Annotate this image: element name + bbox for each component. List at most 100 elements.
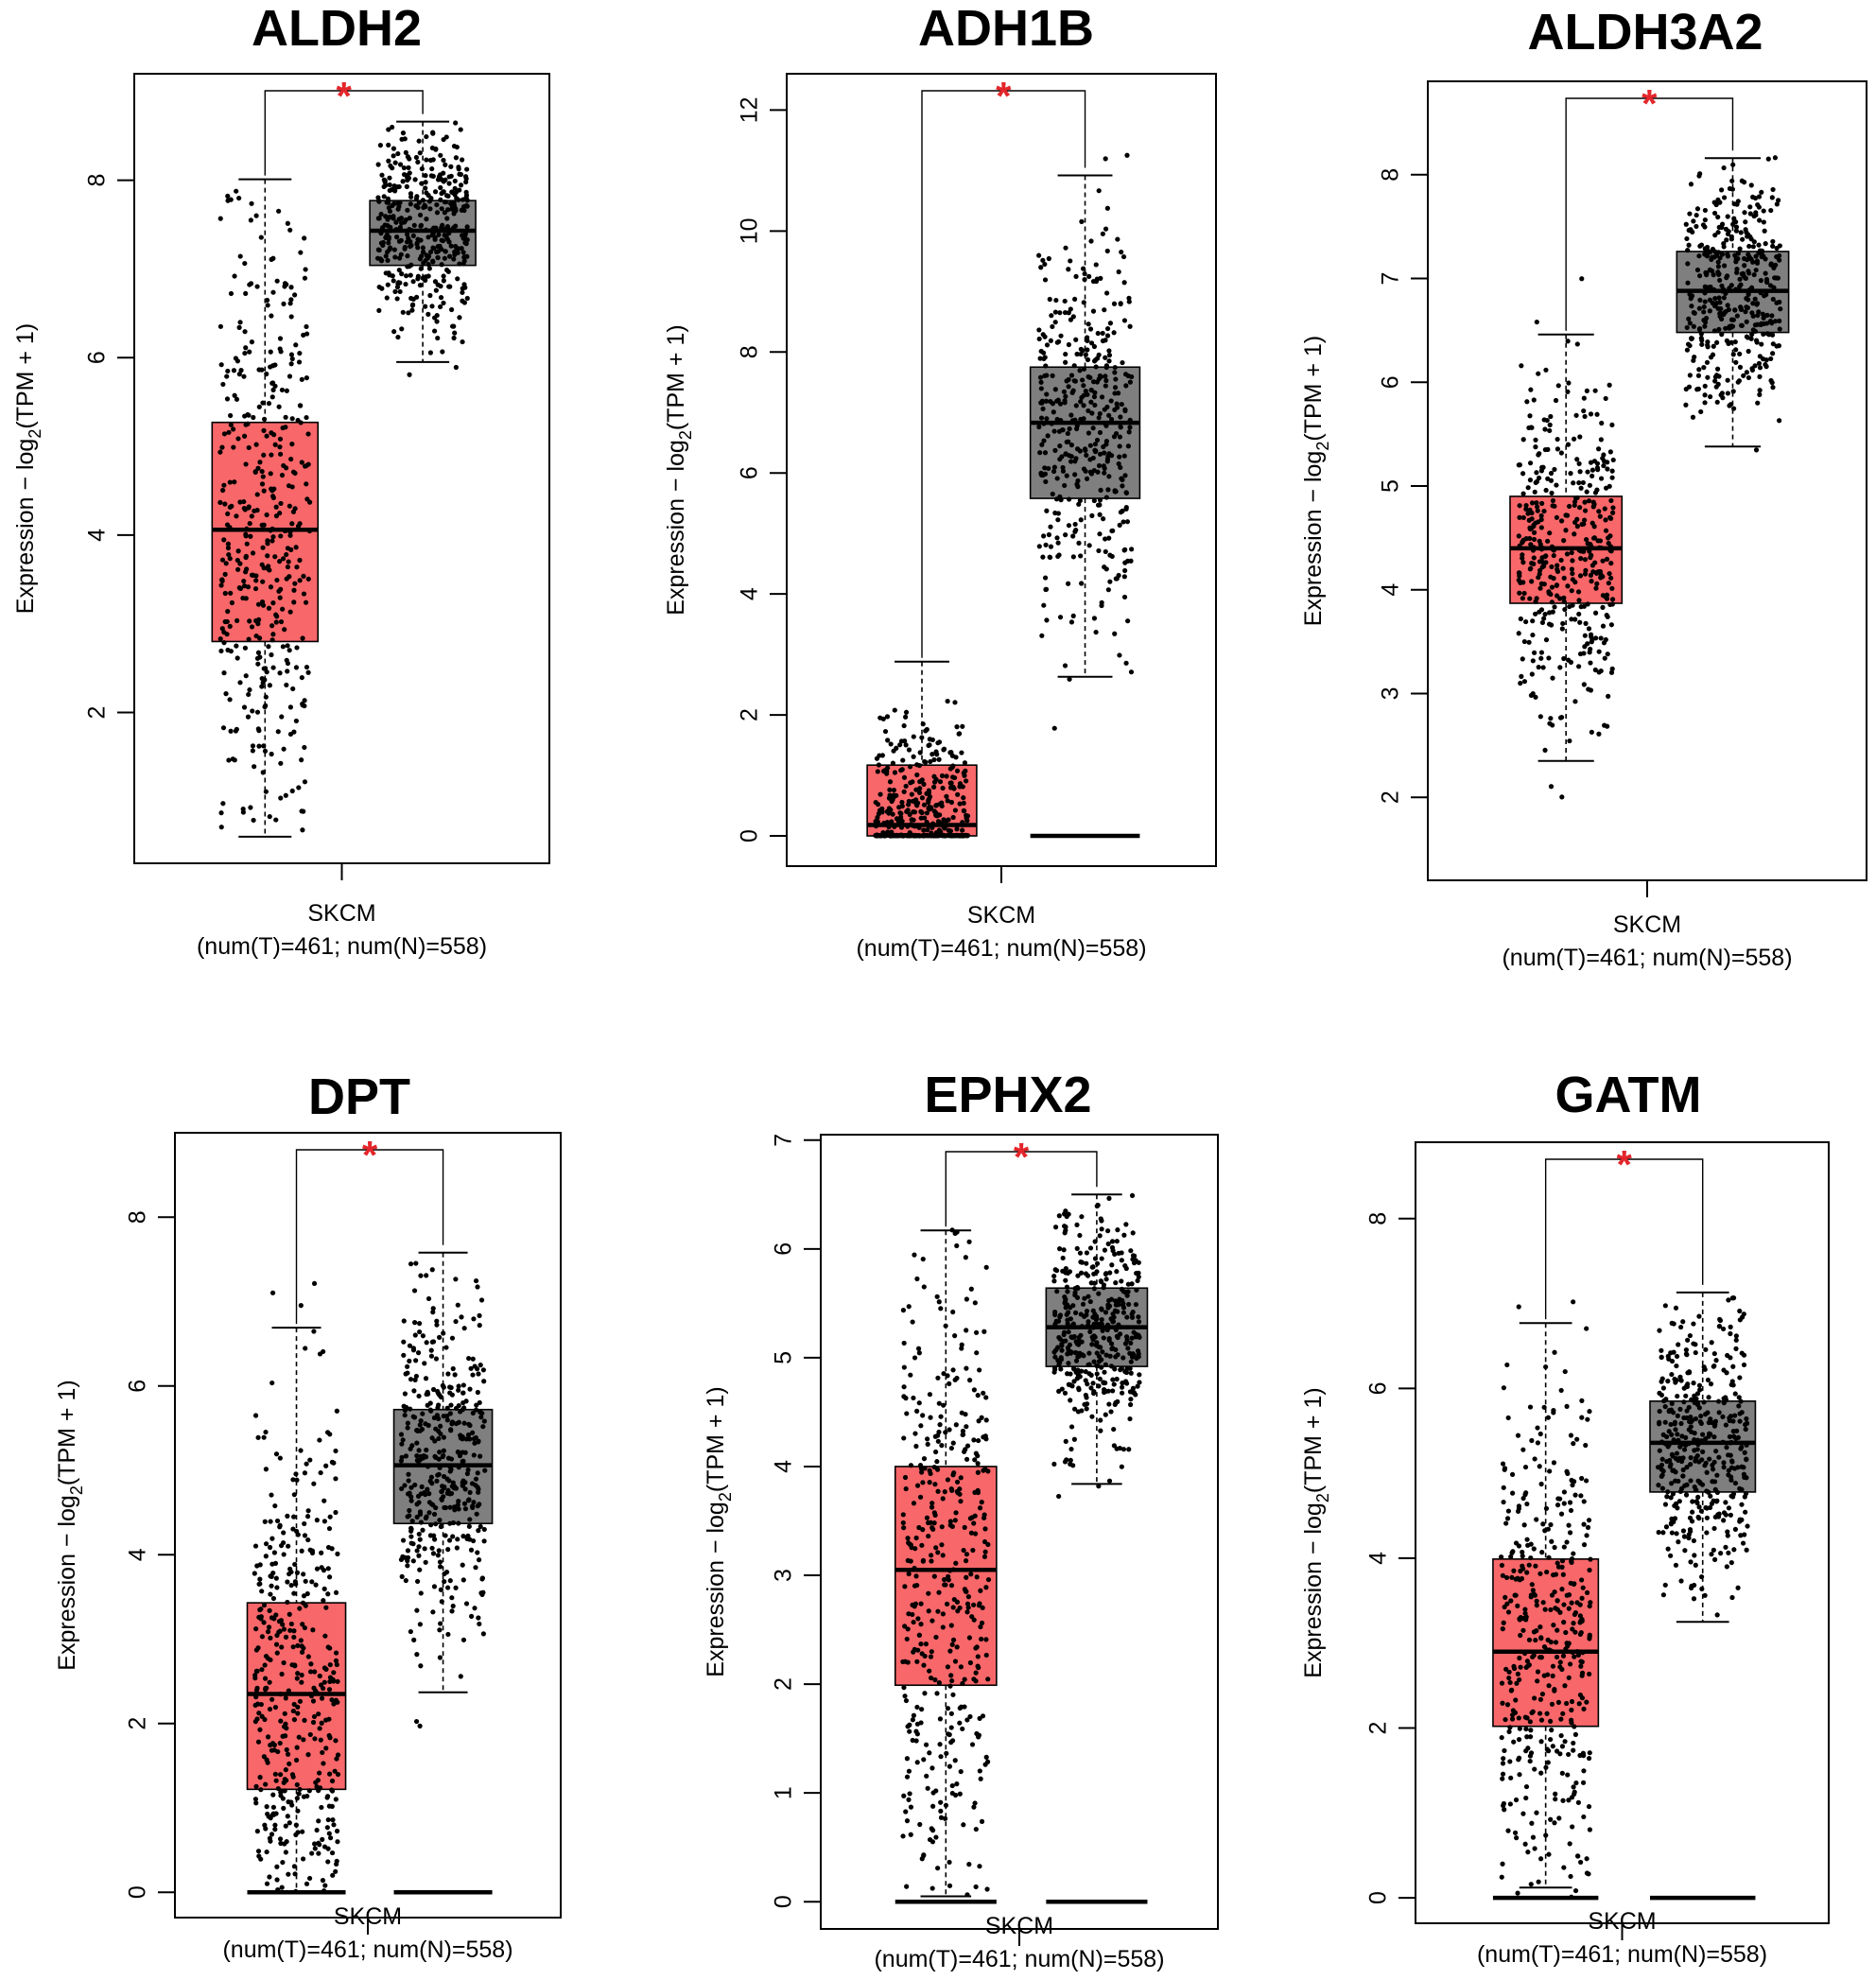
data-point (305, 431, 311, 437)
data-point (983, 1264, 989, 1270)
data-point (964, 812, 969, 819)
y-tick-label: 4 (1378, 583, 1404, 597)
data-point (914, 1731, 920, 1737)
data-point (1067, 426, 1072, 432)
data-point (967, 1516, 973, 1521)
data-point (1109, 1239, 1116, 1244)
data-point (1662, 1419, 1668, 1425)
data-point (445, 193, 451, 199)
data-point (971, 1602, 977, 1607)
data-point (966, 1239, 972, 1244)
data-point (233, 728, 238, 734)
data-point (1103, 377, 1109, 384)
data-point (985, 1468, 991, 1474)
data-point (1520, 596, 1526, 601)
data-point (218, 648, 224, 654)
data-point (931, 1573, 937, 1579)
data-point (934, 833, 940, 839)
data-point (1114, 1239, 1120, 1244)
data-point (941, 1371, 947, 1377)
data-point (1509, 1574, 1515, 1580)
data-point (439, 262, 444, 268)
data-point (277, 1524, 283, 1530)
data-point (1134, 1270, 1139, 1277)
data-point (1584, 489, 1589, 495)
data-point (930, 1803, 936, 1809)
data-point (285, 220, 290, 226)
data-point (976, 1418, 981, 1424)
data-point (1589, 467, 1596, 473)
data-point (1730, 1418, 1736, 1424)
data-point (962, 1587, 967, 1592)
data-point (321, 1586, 327, 1591)
data-point (1117, 652, 1122, 658)
data-point (439, 1599, 444, 1605)
data-point (1538, 525, 1544, 530)
data-point (1559, 1587, 1565, 1592)
data-point (1058, 1355, 1064, 1361)
data-point (1099, 1306, 1104, 1311)
data-point (1528, 387, 1534, 392)
data-point (1527, 460, 1534, 466)
data-point (300, 1600, 306, 1606)
data-point (1746, 297, 1751, 303)
data-point (439, 206, 444, 212)
data-point (1071, 1333, 1077, 1340)
data-point (1582, 508, 1589, 513)
data-point (1763, 361, 1768, 368)
data-point (1577, 573, 1584, 579)
data-point (1693, 1349, 1698, 1356)
data-point (412, 177, 418, 182)
data-point (1728, 283, 1734, 288)
data-point (269, 1290, 276, 1295)
data-point (1596, 649, 1602, 654)
data-point (1103, 1277, 1109, 1282)
data-point (1697, 171, 1703, 177)
data-point (1584, 1589, 1590, 1595)
data-point (325, 1544, 332, 1551)
data-point (1503, 1520, 1509, 1526)
data-point (1551, 1460, 1557, 1466)
data-point (448, 243, 454, 249)
data-point (1501, 1620, 1506, 1625)
data-point (1106, 412, 1112, 418)
data-point (334, 1861, 339, 1867)
data-point (327, 1675, 334, 1680)
data-point (221, 669, 227, 676)
data-point (449, 1419, 455, 1425)
data-point (1127, 1389, 1134, 1395)
data-point (481, 1379, 487, 1384)
data-point (1129, 1314, 1136, 1320)
data-point (926, 1533, 931, 1539)
data-point (464, 166, 470, 172)
data-point (228, 412, 234, 419)
data-point (1561, 1489, 1568, 1495)
data-point (1698, 1508, 1705, 1514)
data-point (256, 617, 262, 622)
data-point (981, 1329, 987, 1334)
data-point (304, 664, 310, 670)
data-point (460, 1637, 467, 1642)
data-point (1120, 477, 1125, 483)
data-point (1742, 210, 1747, 216)
data-point (1109, 1262, 1115, 1268)
data-point (954, 1375, 960, 1381)
data-point (1585, 641, 1590, 647)
data-point (422, 1361, 427, 1366)
data-point (277, 1836, 284, 1842)
data-point (1725, 253, 1730, 259)
data-point (1708, 355, 1714, 360)
data-point (217, 636, 223, 642)
data-point (402, 246, 408, 252)
data-point (256, 367, 262, 373)
data-point (949, 1677, 955, 1684)
data-point (317, 1351, 323, 1357)
data-point (1749, 332, 1755, 338)
data-point (241, 704, 248, 710)
data-point (1721, 1460, 1727, 1466)
data-point (949, 1523, 955, 1529)
data-point (278, 618, 285, 625)
data-point (1056, 1213, 1062, 1219)
data-point (933, 776, 939, 782)
data-point (1513, 1697, 1519, 1703)
